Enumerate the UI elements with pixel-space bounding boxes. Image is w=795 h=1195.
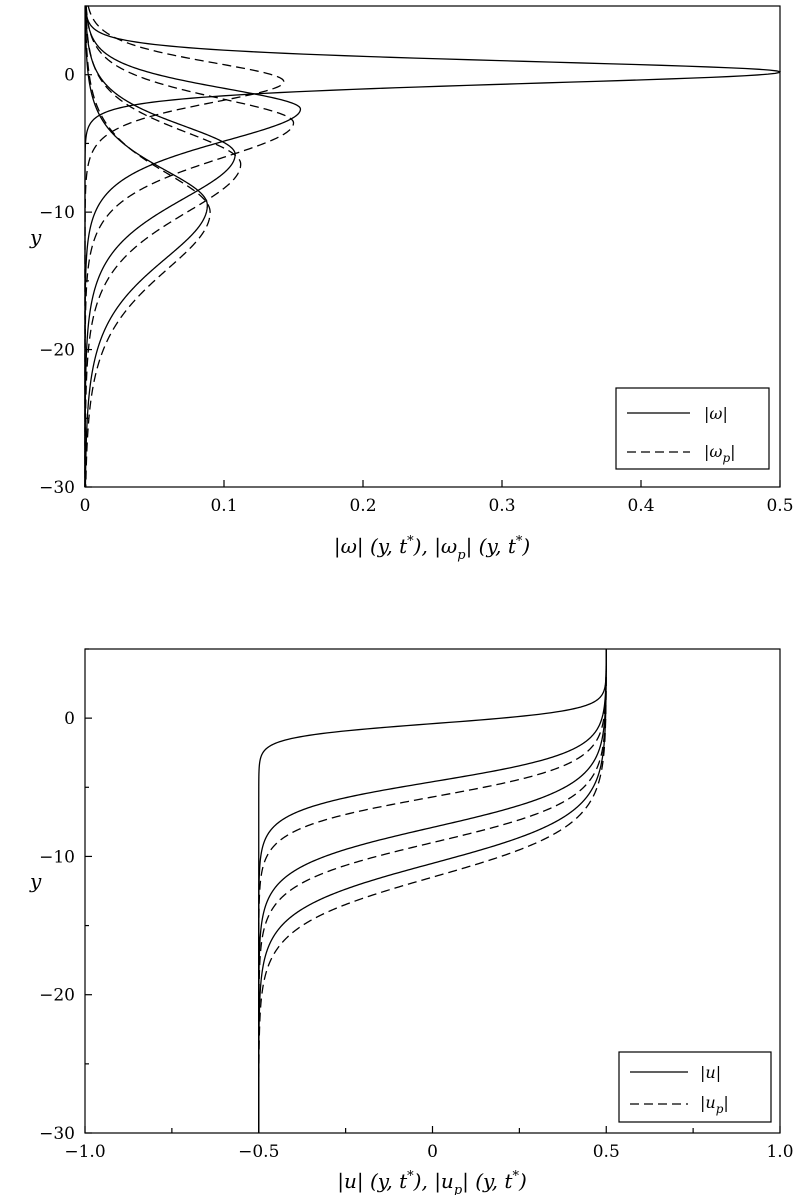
u_p-curve-6 [258,649,607,1133]
omega_p-curve-6 [84,5,295,487]
x-axis-label-part-2: ), |u [413,1169,454,1194]
vorticity-chart: 0 0.1 0.2 0.3 0.4 0.50−10−20−30 y |ω| (y, t*)… [29,5,794,563]
u_p-curve-5 [258,649,607,1133]
legend-omega-p-sub: p [722,451,730,465]
u-curve-1 [258,649,607,1133]
u-curve-2 [258,649,607,1133]
legend: |u| |up| [618,1051,772,1123]
y-tick-label: 0 [64,66,75,86]
legend-omega-label: |ω| [704,404,728,423]
x-axis-label-part-4: | (y, t [466,534,517,559]
legend-entry-u-p: |up| [700,1093,729,1116]
star-superscript: * [407,534,414,549]
x-tick-label: −0.5 [238,1142,279,1162]
curves [258,649,607,1133]
omega-curve-3 [84,5,236,487]
curves [84,5,782,488]
star-superscript-2: * [512,1169,519,1184]
y-tick-label: −20 [39,986,75,1006]
y-tick-label: −10 [39,847,75,867]
omega-symbol: ω [341,534,357,558]
ticks: −1.0 −0.5 0 0.5 1.0 0 −10 −20 −30 [39,648,794,1162]
x-axis-label-part-1: |u| (y, t [337,1169,408,1194]
x-axis-label-part-5: ) [521,534,530,558]
x-tick-label: 0.2 [349,496,376,516]
legend-u-p-sub: p [716,1102,724,1116]
x-axis-label-part-3: | (y, t [462,1169,513,1194]
x-axis-label-part-4: ) [518,1169,527,1193]
omega_p-curve-8 [84,5,211,488]
x-axis-label: |ω| (y, t*), |ωp| (y, t*) [334,534,530,563]
u-curve-4 [258,649,607,1133]
legend-entry-u: |u| [700,1063,721,1082]
y-tick-label: −20 [39,341,75,361]
x-tick-label: 0.4 [627,496,654,516]
u_p-curve-7 [258,649,607,1133]
star-superscript: * [407,1169,414,1184]
x-tick-label: 0.3 [488,496,515,516]
x-tick-label: −1.0 [64,1142,105,1162]
x-tick-label: 0 [427,1142,438,1162]
y-tick-label: −10 [39,203,75,223]
x-tick-label: 0.5 [766,496,793,516]
legend-box [618,1051,772,1123]
legend-u-p-close: | [723,1093,728,1112]
y-tick-label: −30 [39,478,75,498]
legend-u-p-base: |u [700,1093,716,1112]
x-tick-label: 0.5 [593,1142,620,1162]
y-tick-label: 0 [64,709,75,729]
x-tick-label: 0.1 [210,496,237,516]
plot-frame [84,648,781,1134]
omega_p-curve-5 [84,5,285,487]
x-tick-label: 0 [80,496,91,516]
legend-entry-omega: |ω| [704,404,728,423]
p-subscript: p [454,1183,463,1195]
velocity-chart: −1.0 −0.5 0 0.5 1.00−10−20−30 y |u| (y, t*),… [29,648,794,1195]
x-axis-label-part-2: | (y, t [357,534,408,559]
omega-curve-1 [84,5,782,487]
legend-entry-omega-p: |ωp| [704,442,736,465]
x-axis-label: |u| (y, t*), |up| (y, t*) [337,1169,527,1195]
legend-omega-p-base: |ω [704,442,722,461]
y-axis-label: y [29,869,42,893]
x-tick-label: 1.0 [766,1142,793,1162]
legend: |ω| |ωp| [615,387,770,470]
u-curve-3 [258,649,607,1133]
legend-box [615,387,770,470]
y-axis-label: y [29,225,42,249]
omega-curve-4 [84,6,208,487]
ticks: 0 0.1 0.2 0.3 0.4 0.5 0 −10 −20 −30 [39,5,794,516]
y-tick-label: −30 [39,1124,75,1144]
x-axis-label-part-1: | [334,534,341,559]
p-subscript: p [457,548,466,563]
legend-omega-p-close: | [730,442,735,461]
omega_p-curve-7 [84,5,242,488]
star-superscript-2: * [516,534,523,549]
x-axis-label-part-3: ), |ω [413,534,458,559]
